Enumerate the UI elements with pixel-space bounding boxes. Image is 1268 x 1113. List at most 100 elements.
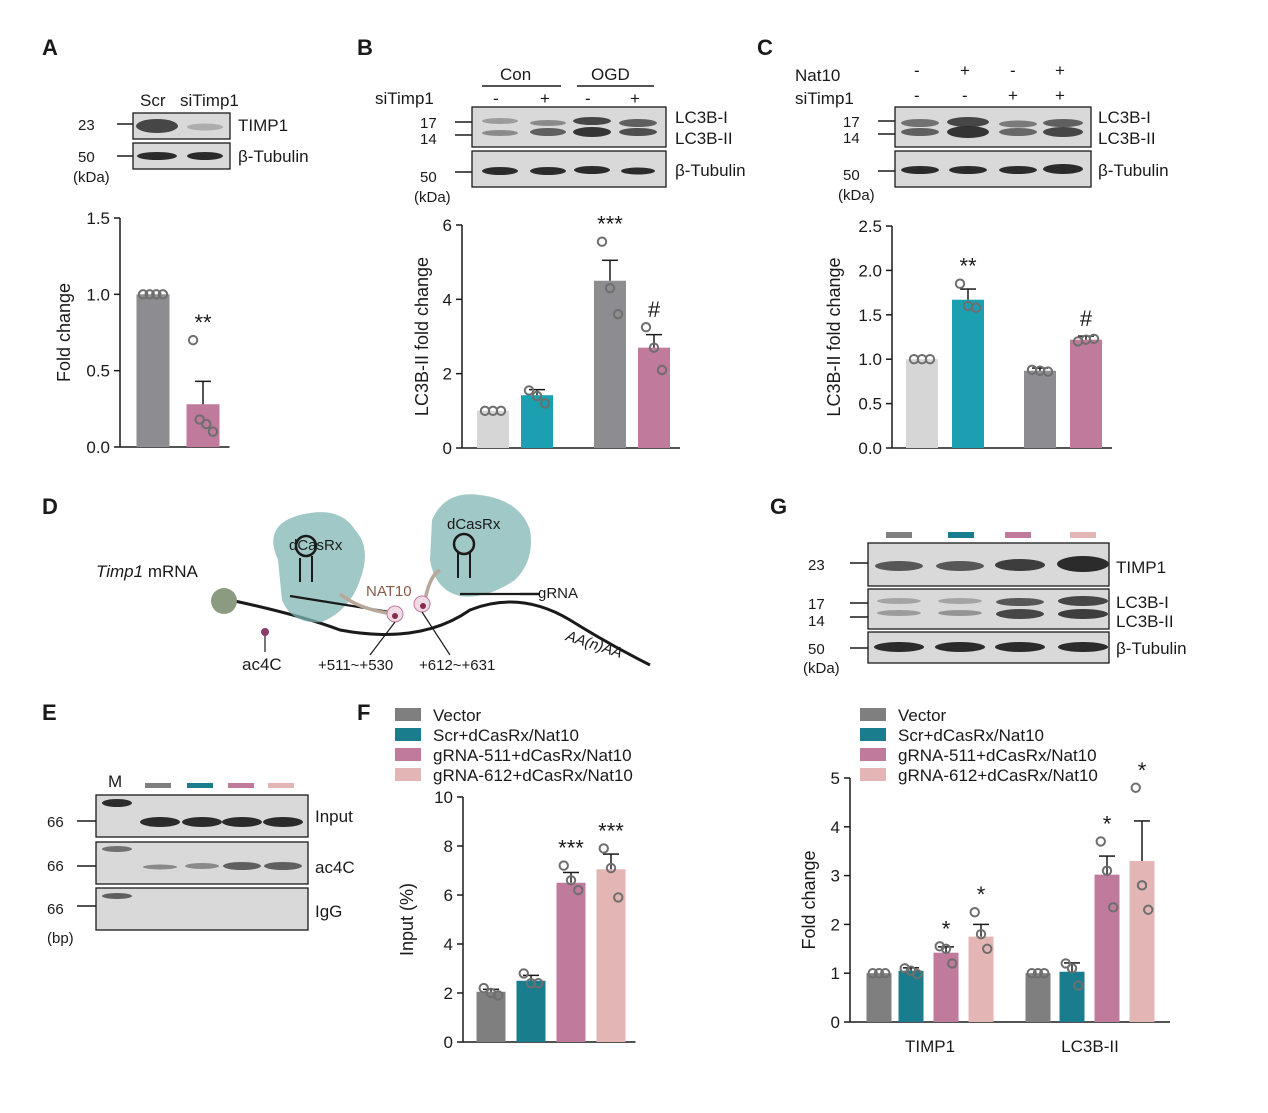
d-dcasrx-left-label: dCasRx — [289, 537, 343, 554]
f-legend: Vector Scr+dCasRx/Nat10 gRNA-511+dCasRx/… — [395, 706, 633, 785]
g-blot-lc3b — [867, 588, 1110, 630]
g-point-1-3-2 — [1143, 904, 1154, 915]
d-grna-left-loop — [294, 534, 318, 558]
e-row-input: Input — [315, 807, 353, 826]
d-nat10-linker-right — [423, 568, 441, 601]
b-bar-2 — [594, 280, 626, 448]
b-ytick-label-3: 6 — [443, 216, 452, 235]
g-point-1-0-1 — [1032, 968, 1044, 979]
g-lane-key-4 — [1070, 532, 1096, 538]
b-blot-label-lc3b-ii: LC3B-II — [675, 129, 733, 148]
g-legend-label-1: Vector — [898, 706, 947, 725]
d-dcasrx-right-label: dCasRx — [447, 516, 501, 533]
g-legend-swatch-3 — [860, 748, 886, 761]
chart-a: 0.0 0.5 1.0 1.5 Fold change ** — [54, 209, 230, 457]
a-ytick-label-2: 1.0 — [86, 285, 110, 304]
d-nat10-label: NAT10 — [366, 583, 412, 600]
g-ytick-label-2: 2 — [831, 915, 840, 934]
e-lane-key-4 — [268, 783, 294, 788]
f-ylabel: Input (%) — [397, 883, 417, 956]
f-sig-2: *** — [558, 836, 584, 861]
c-nat10-sign-1: - — [914, 61, 920, 80]
panel-a-label: A — [42, 35, 58, 60]
g-bar-1-3 — [1129, 860, 1155, 1022]
a-lane-scr: Scr — [140, 91, 166, 110]
a-point-0-0 — [137, 289, 149, 300]
g-sig-0-3: * — [977, 882, 986, 907]
f-point-0-0 — [478, 982, 489, 994]
g-point-1-2-2 — [1108, 902, 1119, 913]
e-lane-key-2 — [187, 783, 213, 788]
g-legend-label-2: Scr+dCasRx/Nat10 — [898, 726, 1044, 745]
g-marker-17: 17 — [808, 596, 825, 613]
b-ytick-label-1: 2 — [443, 365, 452, 384]
chart-b: 0 2 4 6 LC3B-II fold change *** # — [412, 212, 680, 458]
b-point-3-2 — [656, 364, 668, 376]
a-blot-timp1 — [132, 112, 231, 140]
f-ytick-label-2: 4 — [444, 935, 453, 954]
f-sig-3: *** — [598, 818, 624, 843]
f-bar-2 — [556, 882, 586, 1042]
f-point-3-0 — [598, 843, 609, 854]
b-point-2-0 — [596, 236, 608, 247]
f-legend-label-1: Vector — [433, 706, 482, 725]
f-legend-swatch-4 — [395, 768, 421, 781]
c-point-1-2 — [970, 302, 982, 313]
f-point-1-1 — [525, 978, 537, 989]
g-legend-label-3: gRNA-511+dCasRx/Nat10 — [898, 746, 1097, 765]
d-ac4c-site-1 — [392, 613, 398, 619]
g-point-1-1-2 — [1073, 980, 1084, 991]
b-point-3-1 — [648, 342, 660, 353]
f-bar-0 — [476, 991, 506, 1042]
g-legend-label-4: gRNA-612+dCasRx/Nat10 — [898, 766, 1098, 785]
e-row-ac4c: ac4C — [315, 858, 355, 877]
d-ac4c-site-2 — [420, 603, 426, 609]
b-blot-label-lc3b-i: LC3B-I — [675, 108, 728, 127]
b-point-1-2 — [539, 398, 551, 409]
g-marker-23: 23 — [808, 557, 825, 574]
b-point-2-1 — [604, 282, 616, 294]
g-bar-1-0 — [1025, 973, 1051, 1022]
c-blot-label-tubulin: β-Tubulin — [1098, 161, 1169, 180]
e-lane-key-1 — [145, 783, 171, 788]
c-sitimp1-sign-3: + — [1008, 86, 1018, 105]
a-point-1-2 — [201, 418, 212, 430]
c-sitimp1-sign-2: - — [962, 86, 968, 105]
g-point-0-3-1 — [975, 928, 987, 940]
g-point-0-0-0 — [867, 968, 878, 979]
b-sig-3: # — [648, 297, 661, 322]
g-sig-0-2: * — [942, 916, 951, 941]
a-blot-tubulin — [132, 142, 231, 170]
g-sig-1-2: * — [1103, 811, 1112, 836]
a-lane-sitimp1: siTimp1 — [180, 91, 239, 110]
a-point-0-1 — [144, 289, 155, 300]
d-grna-right-loop — [452, 532, 476, 556]
a-ylabel: Fold change — [54, 283, 74, 382]
d-mrna-label: Timp1 mRNA — [96, 562, 199, 581]
panel-d-label: D — [42, 494, 58, 519]
c-blot-lc3b — [894, 106, 1092, 148]
f-point-1-0 — [518, 968, 529, 979]
a-point-1-3 — [207, 426, 219, 437]
b-sign-2: + — [540, 89, 550, 108]
c-ytick-label-3: 1.5 — [858, 306, 882, 325]
b-ytick-label-0: 0 — [443, 439, 452, 458]
g-sig-1-3: * — [1138, 758, 1147, 783]
g-bar-0-1 — [898, 970, 924, 1022]
e-gel-input — [95, 794, 309, 838]
g-point-1-2-1 — [1101, 865, 1113, 876]
b-point-1-1 — [531, 390, 543, 402]
e-marker-1: 66 — [47, 814, 64, 831]
g-ytick-label-1: 1 — [831, 964, 840, 983]
c-sig-1: ** — [959, 254, 977, 279]
g-point-0-2-1 — [940, 943, 952, 954]
g-bar-0-2 — [933, 952, 959, 1022]
g-ytick-label-3: 3 — [831, 867, 840, 886]
g-bar-0-3 — [968, 936, 994, 1022]
g-lane-key-2 — [948, 532, 974, 538]
c-ytick-label-1: 0.5 — [858, 395, 882, 414]
b-unit: (kDa) — [414, 189, 451, 206]
a-blot-label-timp1: TIMP1 — [238, 116, 288, 135]
g-lane-color-keys — [886, 532, 1096, 538]
g-point-1-3-1 — [1136, 880, 1148, 891]
